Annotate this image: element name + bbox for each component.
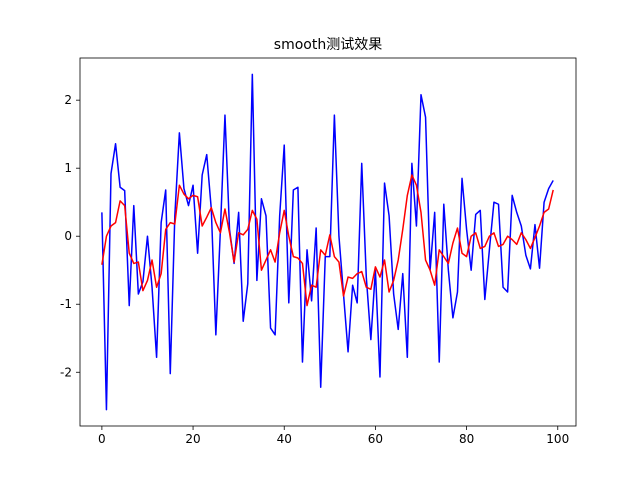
y-tick-label: -2 — [60, 365, 72, 379]
x-tick-label: 20 — [185, 432, 200, 446]
line-series — [101, 174, 554, 307]
x-tick-label: 40 — [277, 432, 292, 446]
y-tick-label: 0 — [64, 229, 72, 243]
plot-frame — [79, 57, 577, 427]
chart-title: smooth测试效果 — [274, 37, 382, 53]
y-tick-label: 2 — [64, 93, 72, 107]
y-tick-label: -1 — [60, 297, 72, 311]
x-tick-label: 0 — [98, 432, 106, 446]
x-tick-label: 60 — [368, 432, 383, 446]
y-tick-label: 1 — [64, 161, 72, 175]
x-tick-label: 80 — [459, 432, 474, 446]
line-series — [101, 73, 554, 411]
x-tick-label: 100 — [546, 432, 569, 446]
